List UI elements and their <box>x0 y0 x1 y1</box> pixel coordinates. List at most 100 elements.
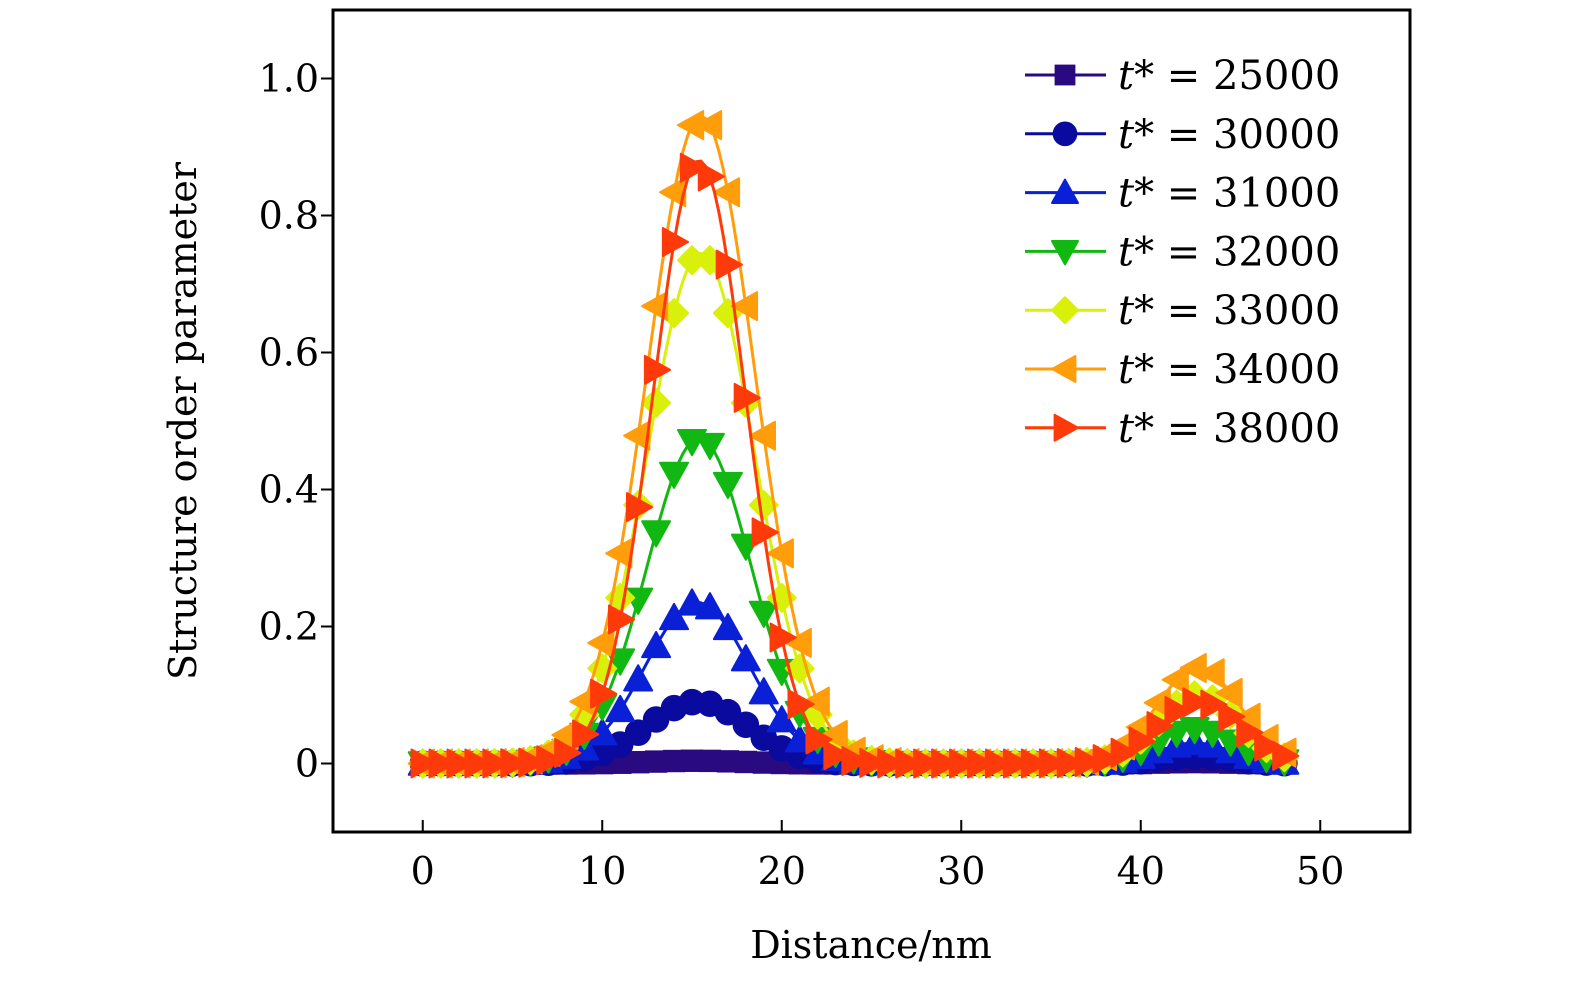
data-point <box>643 354 672 385</box>
data-point <box>446 748 474 779</box>
data-point <box>410 748 438 779</box>
legend-item: t* = 32000 <box>1025 229 1340 275</box>
y-tick-label: 0 <box>295 742 319 786</box>
data-point <box>1146 711 1174 742</box>
series-triangle-right <box>410 152 1300 779</box>
plot-frame <box>331 8 1412 834</box>
x-tick-label: 50 <box>1296 849 1344 893</box>
legend-marker-square <box>1054 64 1076 86</box>
x-tick-label: 30 <box>937 849 985 893</box>
data-point <box>623 664 654 692</box>
data-point <box>1218 701 1246 732</box>
data-point <box>697 161 725 192</box>
data-point <box>895 748 923 779</box>
data-point <box>518 747 546 778</box>
legend-marker-triangle-right <box>1053 413 1079 442</box>
data-point <box>641 291 669 322</box>
data-point <box>823 740 851 771</box>
data-point <box>641 630 672 659</box>
data-point <box>784 627 812 658</box>
data-point <box>1074 747 1102 778</box>
data-point <box>748 600 779 628</box>
data-point <box>644 750 668 773</box>
x-tick-label: 10 <box>578 849 626 893</box>
data-point <box>805 724 833 755</box>
legend-label: t* = 33000 <box>1118 288 1340 334</box>
x-tick-label: 0 <box>411 849 435 893</box>
series-layer <box>407 110 1300 779</box>
data-point <box>694 592 725 620</box>
data-point <box>730 291 759 322</box>
data-point <box>913 748 941 779</box>
data-point <box>748 420 776 451</box>
data-point <box>787 689 815 720</box>
data-point <box>536 745 564 776</box>
data-point <box>623 420 651 451</box>
legend-label: t* = 38000 <box>1118 406 1340 452</box>
data-point <box>625 492 654 523</box>
data-point <box>716 750 740 773</box>
data-point <box>428 748 456 779</box>
data-point <box>1020 748 1049 779</box>
legend-item: t* = 33000 <box>1025 288 1340 334</box>
data-point <box>1161 664 1189 695</box>
data-point <box>554 738 582 769</box>
data-point <box>500 748 528 779</box>
data-point <box>859 747 887 778</box>
legend-label: t* = 25000 <box>1118 53 1340 99</box>
y-tick-label: 0.4 <box>259 468 319 512</box>
x-tick-label: 40 <box>1117 849 1165 893</box>
data-point <box>677 588 707 616</box>
data-point <box>712 612 743 641</box>
data-point <box>877 748 905 779</box>
legend: t* = 25000 t* = 30000 t* = 31000 t* = 32000… <box>1025 53 1340 452</box>
data-point <box>572 719 600 750</box>
data-point <box>1254 731 1282 762</box>
data-point <box>680 749 704 772</box>
data-point <box>482 748 510 779</box>
data-point <box>605 694 636 723</box>
data-point <box>712 177 741 208</box>
data-point <box>967 748 995 779</box>
y-tick-label: 0.8 <box>259 194 319 238</box>
data-point <box>841 745 869 776</box>
data-point <box>1215 677 1243 708</box>
legend-label: t* = 31000 <box>1118 171 1340 217</box>
data-point <box>1128 726 1156 757</box>
legend-item: t* = 30000 <box>1025 112 1340 158</box>
data-point <box>590 678 618 709</box>
x-tick-label: 20 <box>758 849 806 893</box>
data-point <box>662 749 686 773</box>
data-point <box>1002 748 1031 779</box>
data-point <box>608 604 636 635</box>
data-point <box>820 720 848 751</box>
legend-item: t* = 25000 <box>1025 53 1340 99</box>
data-point <box>679 152 707 183</box>
data-point <box>784 653 815 684</box>
ticks-layer: 0 10 20 30 40 50 0 0.2 0.4 0.6 0.8 1.0 <box>259 57 1345 894</box>
legend-marker-circle <box>1052 121 1078 147</box>
data-point <box>730 644 761 672</box>
data-point <box>1200 689 1228 720</box>
data-point <box>587 627 615 658</box>
legend-label: t* = 30000 <box>1118 112 1340 158</box>
data-point <box>1272 740 1300 771</box>
y-tick-label: 0.2 <box>259 605 319 649</box>
data-point <box>769 622 797 653</box>
data-point <box>733 382 761 413</box>
data-point <box>752 751 775 774</box>
data-point <box>659 461 690 489</box>
data-point <box>698 749 722 773</box>
x-axis-label: Distance/nm <box>750 923 992 967</box>
legend-marker-triangle-left <box>1051 355 1077 383</box>
data-point <box>1236 717 1264 748</box>
data-point <box>1038 748 1066 779</box>
legend-item: t* = 31000 <box>1025 171 1340 217</box>
data-point <box>1164 695 1192 726</box>
data-point <box>1179 652 1207 683</box>
legend-label: t* = 32000 <box>1118 229 1340 275</box>
data-point <box>751 517 779 548</box>
data-point <box>659 602 690 631</box>
data-point <box>464 748 492 779</box>
